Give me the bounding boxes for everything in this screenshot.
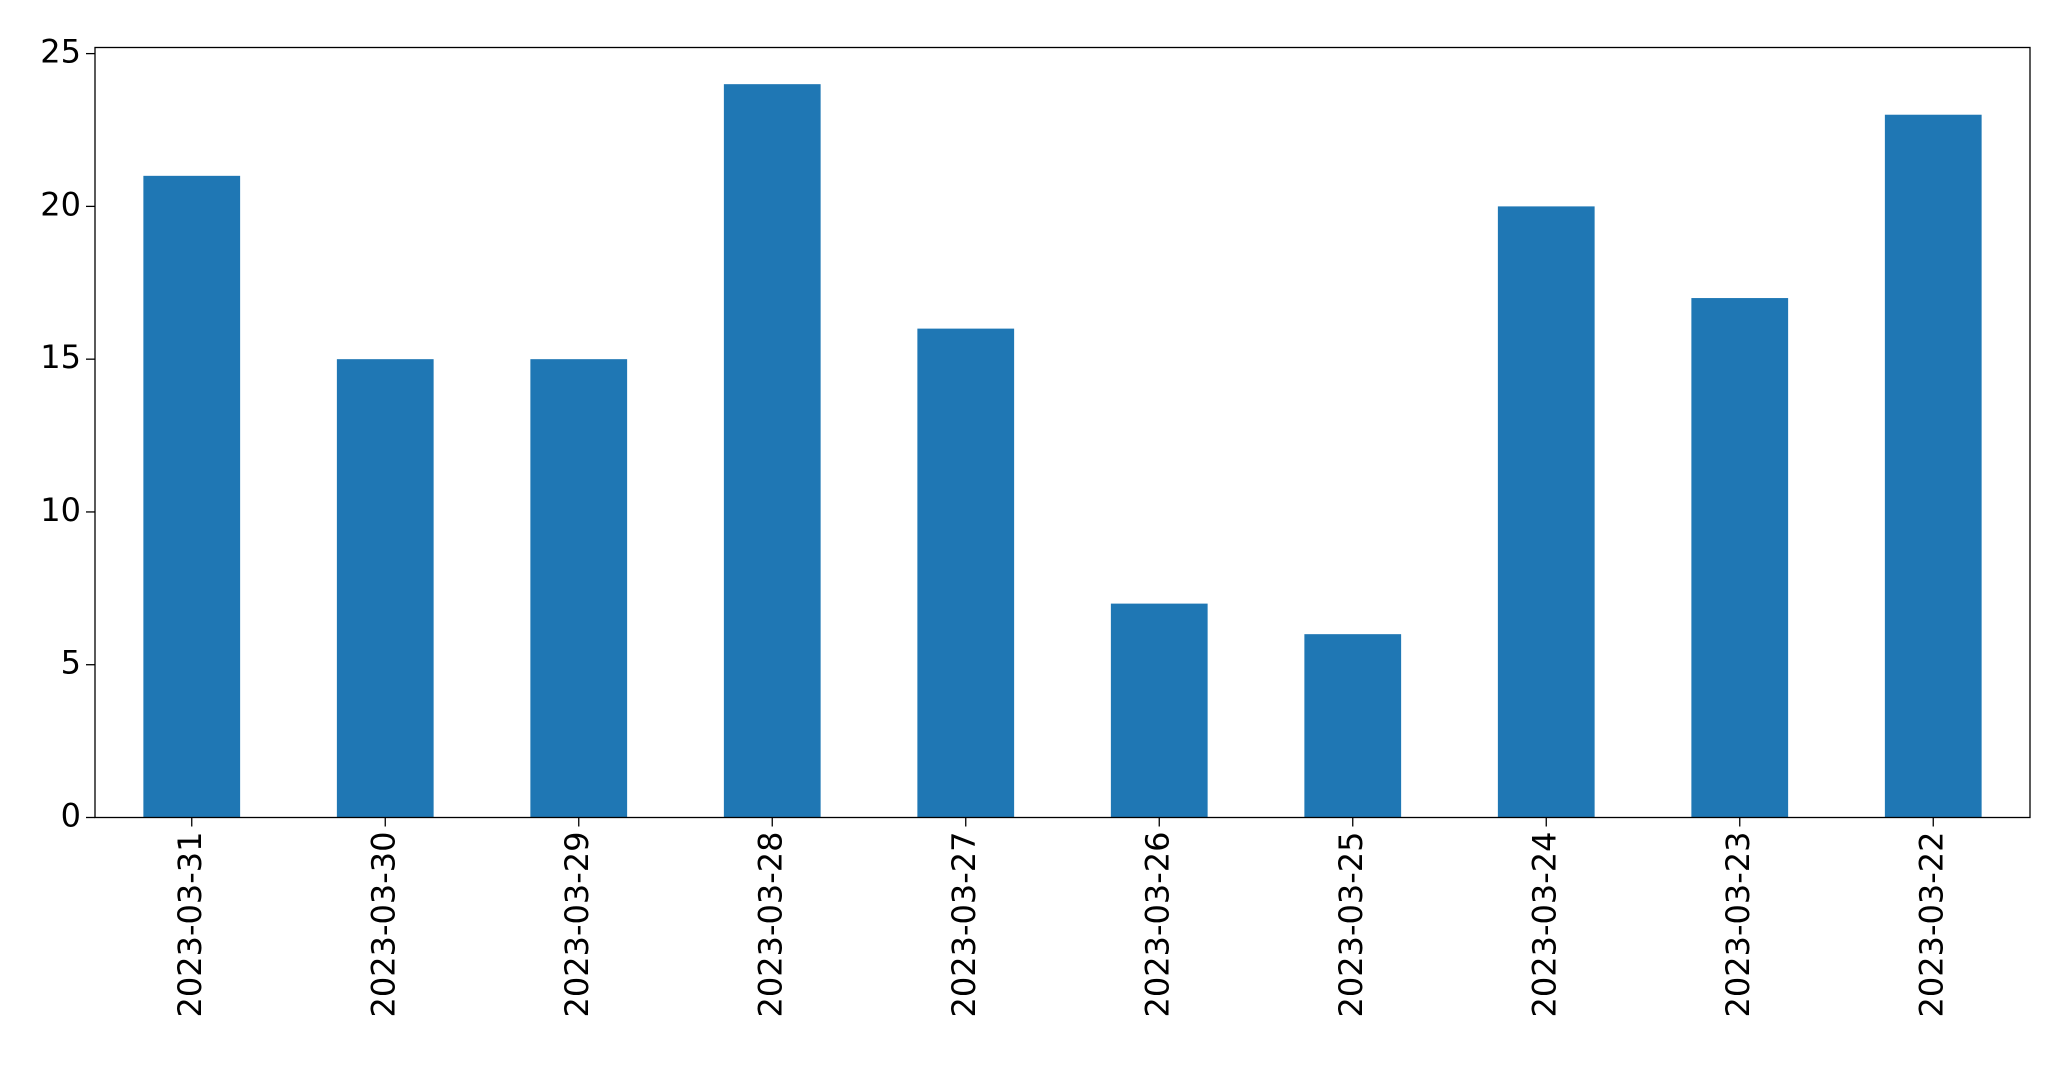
y-tick-label: 15 [40, 338, 81, 376]
axes-frame [94, 46, 2031, 819]
bar [1691, 298, 1789, 818]
bar [530, 359, 628, 818]
y-tick-label: 20 [40, 185, 81, 223]
bar [1304, 634, 1402, 818]
y-tick-label: 5 [61, 644, 81, 682]
x-tick-label: 2023-03-22 [1912, 832, 1950, 1018]
y-tick-label: 10 [40, 491, 81, 529]
bar [1884, 114, 1982, 818]
x-tick-label: 2023-03-24 [1525, 832, 1563, 1018]
x-tick-label: 2023-03-27 [945, 832, 983, 1018]
y-tick-label: 0 [61, 797, 81, 835]
x-tick-label: 2023-03-28 [751, 832, 789, 1018]
bar [336, 359, 434, 818]
bar [917, 328, 1015, 818]
x-tick-label: 2023-03-31 [171, 832, 209, 1018]
x-tick-label: 2023-03-25 [1332, 832, 1370, 1018]
x-tick-label: 2023-03-26 [1138, 832, 1176, 1018]
bar [1497, 206, 1595, 818]
x-tick-label: 2023-03-29 [558, 832, 596, 1018]
y-tick-label: 25 [40, 33, 81, 71]
bar [723, 84, 821, 818]
bar [143, 175, 241, 818]
x-tick-label: 2023-03-30 [364, 832, 402, 1018]
bar [1110, 603, 1208, 818]
x-tick-label: 2023-03-23 [1719, 832, 1757, 1018]
